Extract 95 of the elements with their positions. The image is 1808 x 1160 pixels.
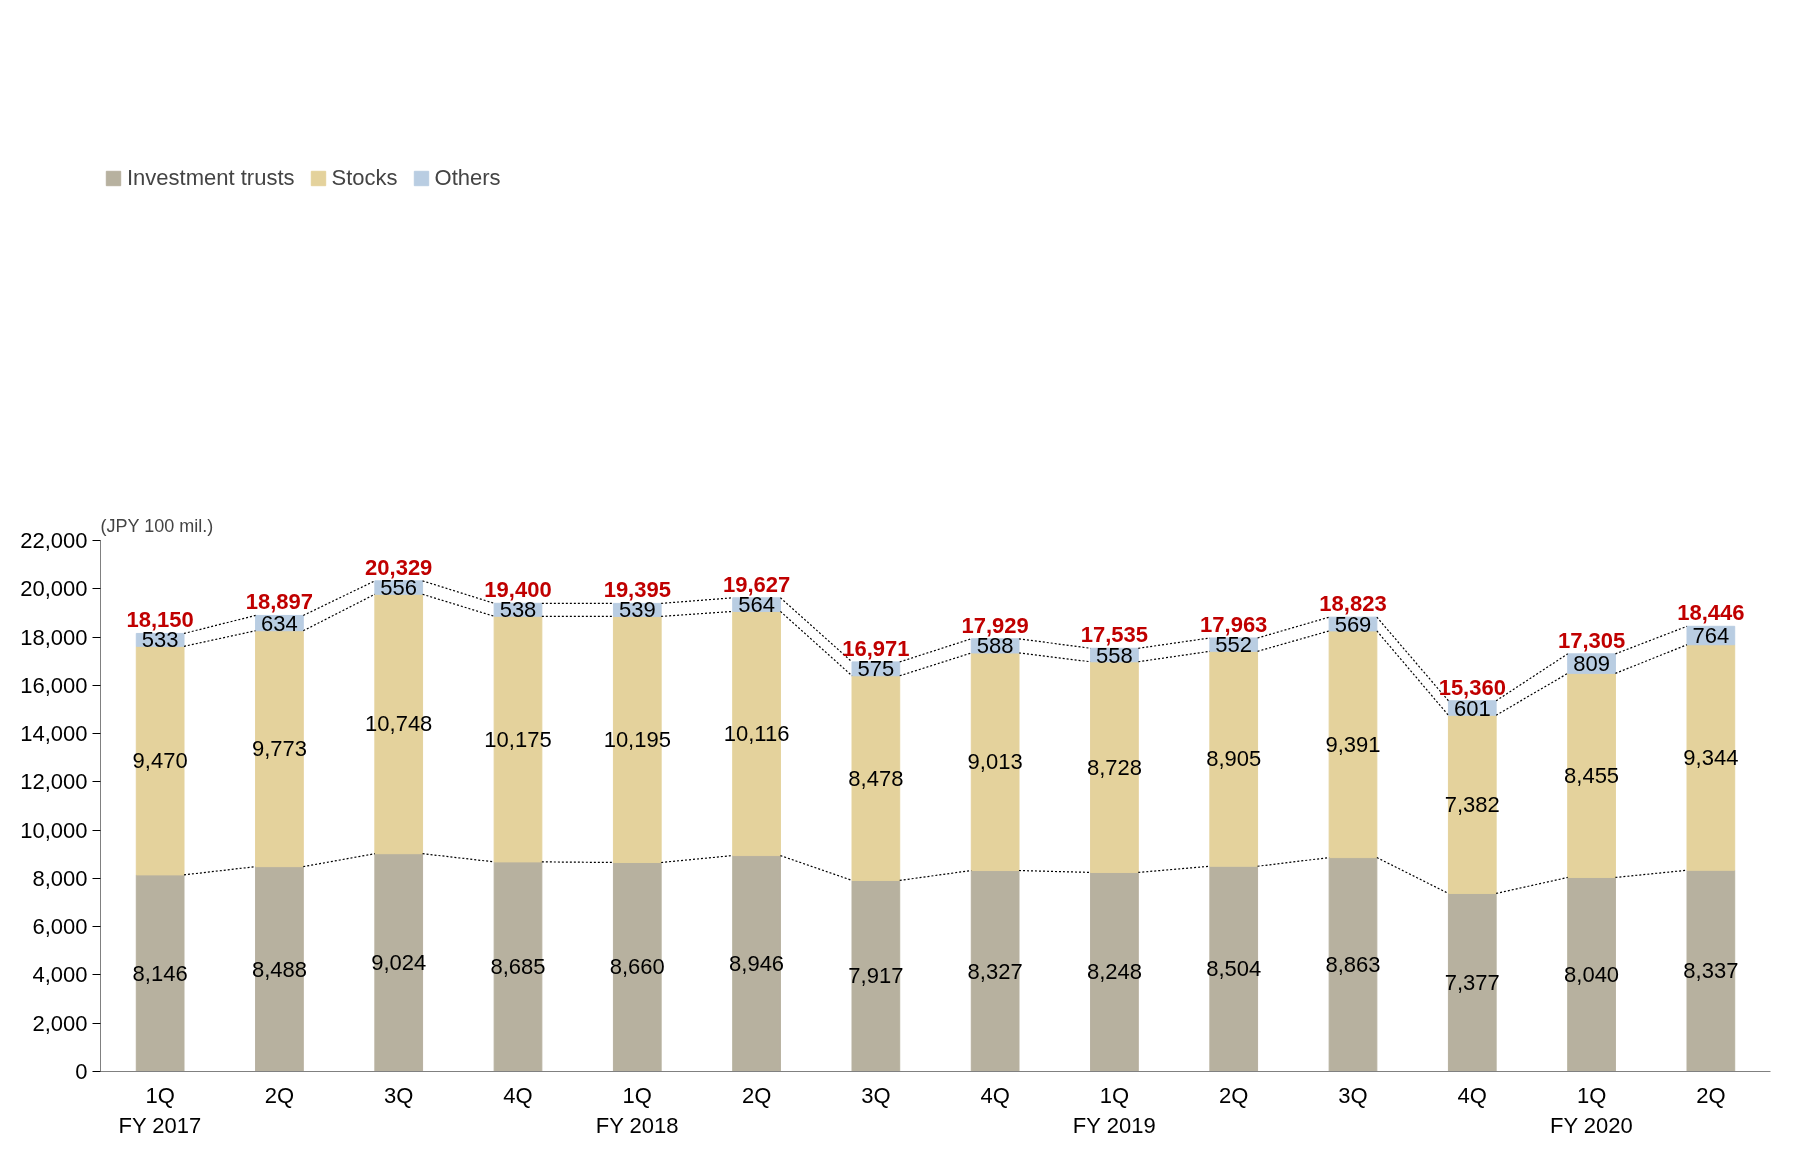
total-label: 19,627 <box>722 571 791 597</box>
total-label: 17,963 <box>1200 611 1268 637</box>
x-tick-label: 3Q <box>384 1082 414 1108</box>
y-tick-label: 2,000 <box>32 1010 88 1036</box>
data-label: 7,377 <box>1444 969 1500 995</box>
bar <box>255 866 304 1072</box>
bar <box>732 855 781 1072</box>
data-label: 8,905 <box>1206 746 1262 772</box>
bar <box>1567 876 1616 1072</box>
bar <box>374 853 424 1072</box>
data-label: 8,728 <box>1086 754 1142 780</box>
data-label: 8,685 <box>490 954 546 980</box>
data-label: 8,327 <box>967 958 1023 984</box>
data-label: 8,455 <box>1564 762 1620 788</box>
total-label: 18,897 <box>245 589 314 615</box>
x-tick-label: 2Q <box>1219 1082 1249 1108</box>
total-label: 17,535 <box>1080 622 1149 648</box>
data-label: 9,470 <box>132 748 188 774</box>
data-label: 10,175 <box>484 726 552 752</box>
bar <box>970 870 1020 1072</box>
legend-label: Stocks <box>331 164 398 191</box>
bar <box>255 630 304 868</box>
y-axis-title: (JPY 100 mil.) <box>100 515 214 536</box>
bar <box>1447 892 1497 1072</box>
data-label: 10,116 <box>723 720 790 746</box>
bar <box>1686 869 1736 1072</box>
total-label: 17,929 <box>961 612 1029 638</box>
bar <box>970 652 1020 872</box>
total-label: 17,305 <box>1557 627 1626 653</box>
data-label: 9,013 <box>967 749 1023 775</box>
x-tick-label: 4Q <box>503 1082 533 1108</box>
bar <box>135 874 185 1072</box>
y-tick-label: 14,000 <box>20 721 88 747</box>
bar <box>851 879 901 1072</box>
y-tick-label: 4,000 <box>32 962 88 988</box>
bar <box>135 645 185 876</box>
data-label: 8,040 <box>1564 961 1620 987</box>
data-label: 8,337 <box>1683 958 1739 984</box>
data-label: 8,248 <box>1086 959 1142 985</box>
total-label: 15,360 <box>1438 674 1506 700</box>
y-tick-label: 20,000 <box>20 576 88 602</box>
x-tick-label: 2Q <box>264 1082 295 1108</box>
y-tick-label: 22,000 <box>20 528 88 553</box>
y-tick-label: 18,000 <box>20 624 88 650</box>
bar <box>851 675 901 881</box>
y-tick-label: 16,000 <box>20 672 88 698</box>
data-label: 764 <box>1692 623 1730 649</box>
x-tick-label: 3Q <box>861 1082 891 1108</box>
data-label: 7,382 <box>1444 791 1500 817</box>
data-label: 7,917 <box>848 963 904 989</box>
y-tick-label: 8,000 <box>32 865 88 891</box>
bar <box>493 861 543 1072</box>
y-tick-label: 12,000 <box>20 769 88 795</box>
x-tick-label: 3Q <box>1338 1082 1368 1108</box>
data-label: 8,863 <box>1325 952 1381 978</box>
legend-label: Investment trusts <box>127 164 295 191</box>
x-tick-label: 1Q FY 2017 <box>118 1082 202 1138</box>
bar <box>1090 661 1139 873</box>
x-tick-label: 2Q <box>1696 1082 1726 1108</box>
bar <box>1209 865 1259 1072</box>
x-tick-label: 1Q FY 2019 <box>1072 1082 1156 1138</box>
y-tick-label: 10,000 <box>20 817 88 843</box>
bar <box>1209 650 1259 867</box>
data-label: 9,344 <box>1683 745 1739 771</box>
y-tick-label: 6,000 <box>32 914 88 940</box>
data-label: 10,748 <box>365 711 433 737</box>
data-label: 9,773 <box>251 736 307 762</box>
total-label: 16,971 <box>842 635 910 661</box>
x-tick-label: 4Q <box>1457 1082 1487 1108</box>
data-label: 8,488 <box>251 956 307 982</box>
x-tick-label: 1Q FY 2018 <box>595 1082 679 1138</box>
data-label: 9,024 <box>371 950 427 976</box>
bar <box>1686 644 1736 871</box>
bar <box>1328 857 1378 1072</box>
bar <box>1328 630 1378 859</box>
x-tick-label: 4Q <box>980 1082 1010 1108</box>
x-tick-label: 1Q FY 2020 <box>1549 1082 1633 1138</box>
x-tick-label: 2Q <box>741 1082 772 1108</box>
data-label: 9,391 <box>1325 731 1381 757</box>
y-tick-label: 0 <box>75 1059 88 1084</box>
total-label: 20,329 <box>365 554 433 580</box>
data-label: 8,146 <box>132 960 188 986</box>
total-label: 18,446 <box>1677 600 1745 626</box>
data-label: 8,504 <box>1206 956 1262 982</box>
data-label: 8,946 <box>729 951 785 977</box>
legend-label: Others <box>434 164 501 191</box>
total-label: 18,823 <box>1319 591 1387 617</box>
data-label: 809 <box>1573 651 1610 677</box>
bar <box>1447 714 1497 894</box>
bar <box>612 861 662 1072</box>
data-label: 10,195 <box>603 726 671 752</box>
data-label: 8,660 <box>609 954 665 980</box>
data-label: 8,478 <box>848 765 904 791</box>
bar <box>1567 672 1616 878</box>
bar <box>1090 871 1139 1072</box>
